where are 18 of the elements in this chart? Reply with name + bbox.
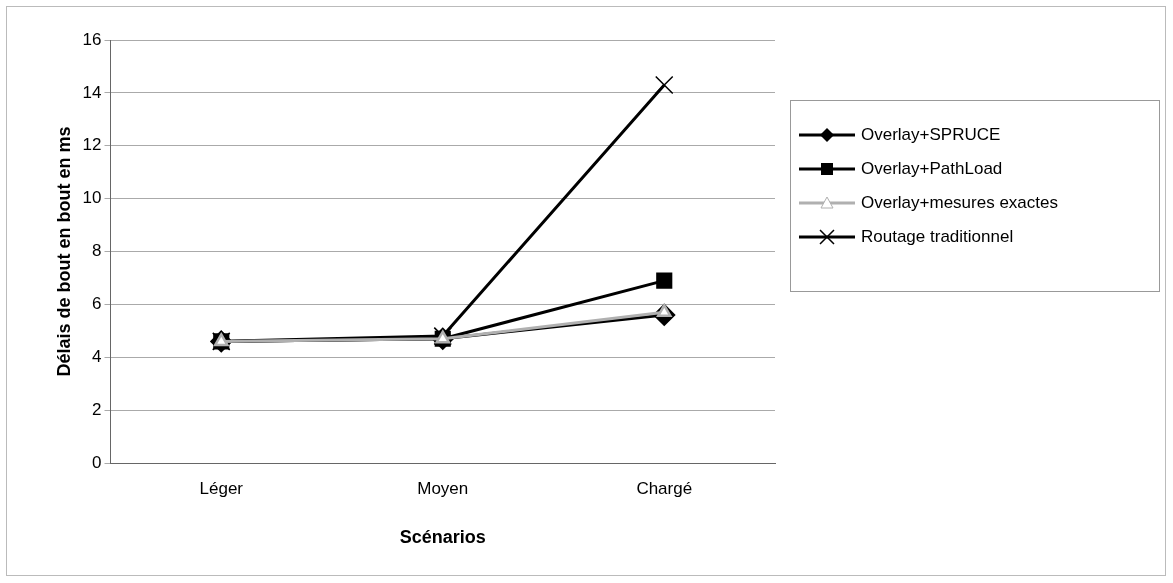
legend-label: Routage traditionnel — [861, 227, 1014, 247]
x-axis-title: Scénarios — [399, 527, 486, 548]
y-tick-label: 4 — [92, 346, 102, 366]
x-tick-label: Chargé — [636, 478, 693, 498]
y-tick-label: 6 — [92, 294, 102, 314]
y-tick-label: 16 — [82, 29, 102, 49]
y-tick-label: 12 — [82, 135, 102, 155]
x-tick-label: Léger — [199, 478, 244, 498]
y-tick-label: 14 — [82, 82, 102, 102]
legend-label: Overlay+mesures exactes — [861, 193, 1058, 213]
y-tick-label: 2 — [92, 399, 102, 419]
y-tick-label: 10 — [82, 188, 102, 208]
y-tick-label: 0 — [92, 452, 102, 472]
legend-label: Overlay+SPRUCE — [861, 125, 1001, 145]
y-tick-label: 8 — [92, 241, 102, 261]
y-axis-title: Délais de bout en bout en ms — [53, 126, 74, 377]
x-tick-label: Moyen — [417, 478, 469, 498]
legend-label: Overlay+PathLoad — [861, 159, 1003, 179]
